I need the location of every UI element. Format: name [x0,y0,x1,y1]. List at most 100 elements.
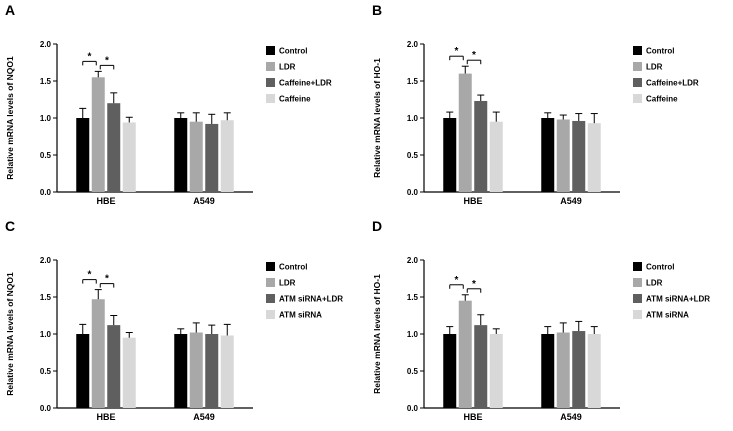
legend-label: Caffeine [646,95,678,104]
bar [91,77,105,192]
significance-star: * [105,274,109,285]
panel-d: D 0.0 0.5 1.0 1.5 2.0 Relative mRNA levels of… [367,216,733,431]
bar [107,103,121,192]
legend-label: ATM siRNA [646,311,689,320]
bar [556,332,570,408]
legend-label: Control [279,47,307,56]
bar [541,118,555,192]
group-label: A549 [193,412,215,422]
legend-label: Control [646,47,674,56]
legend-swatch [266,262,275,271]
bar [556,119,570,192]
bar [91,299,105,408]
bar [189,332,203,408]
bar [572,120,586,192]
y-tick-label: 0.0 [407,188,419,197]
legend-swatch [266,310,275,319]
panel-c: C 0.0 0.5 1.0 1.5 2.0 Relative mRNA levels of… [0,216,366,431]
group-label: HBE [96,412,115,422]
legend-swatch [633,294,642,303]
bar [205,123,219,192]
bar [122,122,136,192]
legend-label: LDR [646,63,663,72]
group-label: A549 [193,196,215,206]
legend-label: LDR [279,63,296,72]
y-tick-label: 0.0 [407,404,419,413]
bar [443,334,457,408]
y-tick-label: 0.5 [40,367,52,376]
significance-star: * [88,270,92,281]
legend-label: ATM siRNA+LDR [646,295,710,304]
panel-label-b: B [372,2,383,18]
y-tick-label: 1.5 [40,77,52,86]
bar-chart-nqo1-atm-sirna: 0.0 0.5 1.0 1.5 2.0 Relative mRNA levels of N… [5,256,343,422]
bar [220,335,234,408]
y-tick-label: 0.5 [40,151,52,160]
legend-label: Control [279,263,307,272]
significance-star: * [105,55,109,66]
bar [205,334,219,408]
legend-label: Caffeine [279,95,311,104]
legend-label: LDR [279,279,296,288]
bar [458,73,472,192]
y-tick-label: 1.5 [407,77,419,86]
legend-swatch [266,278,275,287]
y-tick-label: 2.0 [407,40,419,49]
legend-swatch [266,294,275,303]
bar [174,334,188,408]
bar [76,334,90,408]
legend-swatch [633,262,642,271]
bar [458,300,472,408]
bar [189,121,203,192]
legend-swatch [266,78,275,87]
bar [76,118,90,192]
legend-swatch [633,94,642,103]
y-axis-title: Relative mRNA levels of NQO1 [5,56,15,180]
panel-b: B 0.0 0.5 1.0 1.5 2.0 Relative mRNA levels of… [367,0,733,215]
legend-swatch [633,46,642,55]
y-tick-label: 0.5 [407,151,419,160]
y-tick-label: 0.5 [407,367,419,376]
significance-star: * [472,50,476,61]
bar [220,120,234,192]
legend-label: Caffeine+LDR [646,79,699,88]
significance-star: * [88,51,92,62]
significance-star: * [455,275,459,286]
legend-swatch [266,46,275,55]
bar [587,334,601,408]
y-tick-label: 2.0 [407,256,419,265]
bar-chart-ho1-caffeine: 0.0 0.5 1.0 1.5 2.0 Relative mRNA levels of H… [372,40,699,206]
group-label: A549 [560,196,582,206]
y-tick-label: 1.5 [407,293,419,302]
legend-swatch [633,278,642,287]
group-label: HBE [463,412,482,422]
panel-label-d: D [372,218,383,234]
y-tick-label: 0.0 [40,188,52,197]
y-tick-label: 1.0 [407,330,419,339]
panel-label-c: C [5,218,16,234]
panel-a: A 0.0 0.5 1.0 1.5 2.0 Relative mRNA levels of… [0,0,366,215]
panel-label-a: A [5,2,16,18]
legend-swatch [266,94,275,103]
bar [443,118,457,192]
bar [122,337,136,408]
bar [489,121,503,192]
bar-chart-nqo1-caffeine: 0.0 0.5 1.0 1.5 2.0 Relative mRNA levels of N… [5,40,332,206]
y-tick-label: 1.0 [407,114,419,123]
bar [572,331,586,408]
legend-swatch [633,62,642,71]
legend-swatch [633,78,642,87]
y-tick-label: 2.0 [40,256,52,265]
y-axis-title: Relative mRNA levels of HO-1 [372,58,382,178]
group-label: HBE [96,196,115,206]
y-tick-label: 0.0 [40,404,52,413]
bar [587,123,601,192]
bar [474,100,488,192]
legend-label: ATM siRNA [279,311,322,320]
significance-star: * [455,46,459,57]
bar [474,325,488,408]
legend-label: Caffeine+LDR [279,79,332,88]
legend-swatch [633,310,642,319]
y-tick-label: 1.0 [40,330,52,339]
